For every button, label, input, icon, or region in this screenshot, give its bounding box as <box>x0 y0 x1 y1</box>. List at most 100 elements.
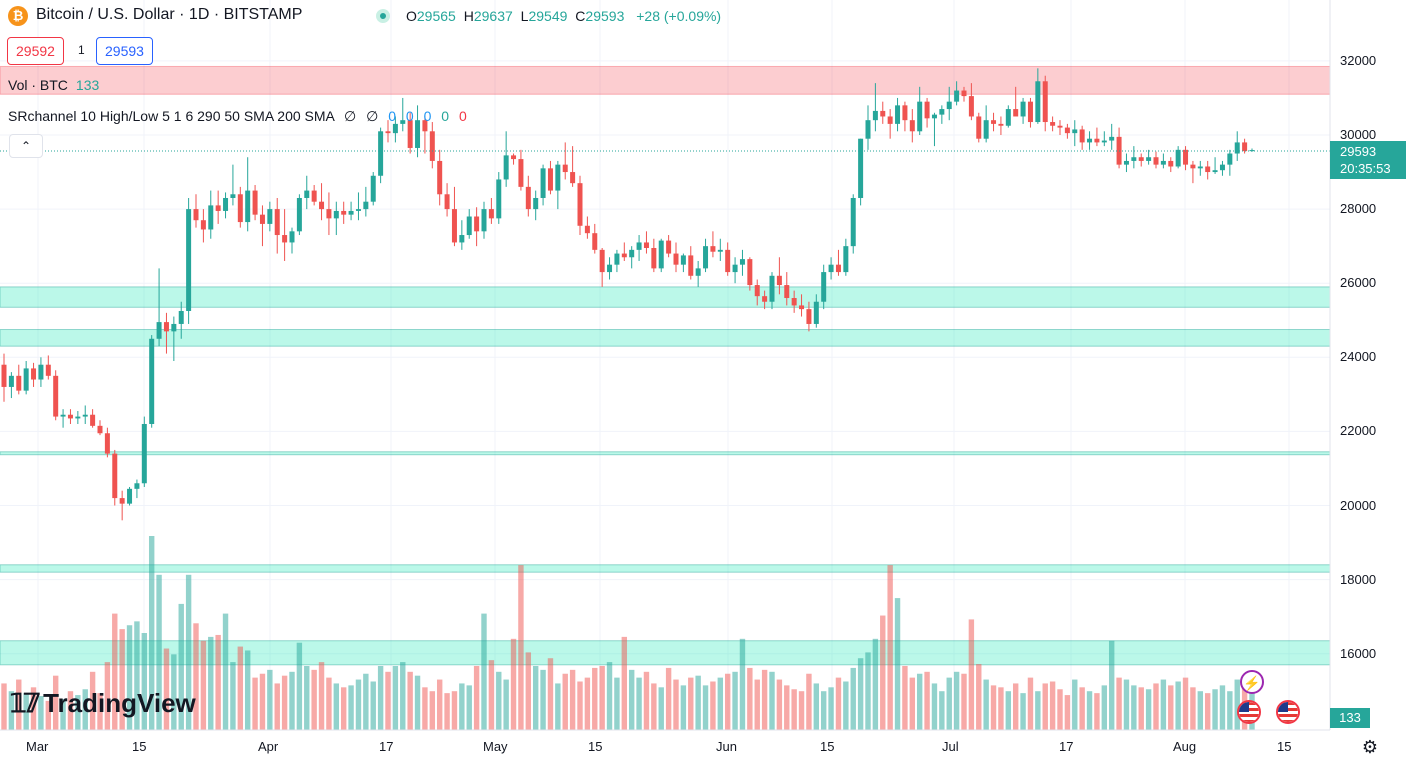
buy-price-button[interactable]: 29593 <box>96 37 153 65</box>
lightning-icon[interactable]: ⚡ <box>1240 670 1264 694</box>
symbol-title[interactable]: Bitcoin / U.S. Dollar · 1D · BITSTAMP <box>36 6 303 23</box>
volume-bar <box>429 691 436 730</box>
volume-bar <box>230 662 236 730</box>
volume-bar <box>208 636 214 730</box>
volume-bar <box>1234 679 1240 730</box>
candle-body <box>607 264 613 273</box>
time-axis-label: 17 <box>1059 739 1074 754</box>
candle-body <box>215 205 221 211</box>
candle-body <box>1072 129 1078 134</box>
candle-body <box>636 242 642 250</box>
volume-bar <box>104 662 111 730</box>
candle-body <box>688 255 694 276</box>
volume-bar <box>141 633 148 730</box>
candle-body <box>813 301 819 324</box>
volume-bar <box>422 687 428 730</box>
candle-body <box>1005 109 1011 126</box>
candle-body <box>1087 138 1093 143</box>
high-value: 29637 <box>473 8 513 24</box>
candle-body <box>983 120 989 139</box>
volume-bar <box>1101 685 1108 730</box>
volume-bar <box>820 691 827 730</box>
candle-body <box>1035 81 1041 123</box>
volume-bar <box>1057 689 1063 730</box>
volume-bar <box>717 677 724 730</box>
candle-body <box>902 105 908 121</box>
price-axis-label: 26000 <box>1340 275 1377 291</box>
candle-body <box>1242 142 1248 152</box>
candle-body <box>518 159 524 187</box>
chart-grid <box>0 0 1330 730</box>
candle-body <box>954 90 960 102</box>
candle-body <box>171 323 177 332</box>
volume-bar <box>1116 677 1122 730</box>
volume-bar <box>1049 681 1056 730</box>
volume-bar <box>1190 687 1196 730</box>
candle-body <box>658 240 664 269</box>
volume-bar <box>1145 689 1152 730</box>
candle-body <box>112 453 118 499</box>
candle-body <box>1153 157 1159 165</box>
volume-bar <box>673 679 679 730</box>
market-status-icon[interactable] <box>376 9 390 23</box>
candle-body <box>584 225 590 234</box>
volume-bar <box>274 683 280 730</box>
srchannel-value: 0 <box>458 108 467 124</box>
collapse-legend-button[interactable]: ⌃ <box>9 134 43 158</box>
volume-bar <box>614 677 620 730</box>
time-axis-label: 15 <box>588 739 603 754</box>
volume-bar <box>237 646 244 730</box>
volume-bar <box>1182 677 1189 730</box>
candle-body <box>134 483 140 489</box>
volume-bar <box>865 652 871 730</box>
candle-body <box>274 209 280 236</box>
candle-body <box>1013 109 1019 117</box>
volume-bar <box>636 677 642 730</box>
candle-body <box>776 275 782 286</box>
volume-bar <box>377 665 384 730</box>
candle-body <box>163 322 169 332</box>
candle-body <box>141 423 147 484</box>
volume-bar <box>887 565 893 730</box>
candle-body <box>385 131 391 134</box>
volume-bar <box>171 654 177 730</box>
sell-price-button[interactable]: 29592 <box>7 37 64 65</box>
candle-body <box>1168 160 1174 167</box>
candle-body <box>156 322 162 339</box>
tradingview-logo[interactable]: 𝟙𝟟 TradingView <box>10 688 196 719</box>
volume-legend[interactable]: Vol · BTC 133 <box>8 77 99 93</box>
price-axis-label: 24000 <box>1340 349 1377 365</box>
volume-bar <box>961 673 967 730</box>
candle-body <box>784 285 790 299</box>
volume-bar <box>23 693 29 730</box>
volume-bar <box>281 675 288 730</box>
support-zone <box>0 640 1331 666</box>
candle-body <box>429 131 435 161</box>
gear-icon[interactable]: ⚙ <box>1361 737 1379 757</box>
sr-channel-zones <box>0 65 1331 666</box>
candle-body <box>82 414 88 417</box>
candle-body <box>31 368 37 380</box>
volume-bar <box>1079 687 1085 730</box>
candle-body <box>1146 157 1152 161</box>
volume-bar <box>296 642 303 730</box>
candle-body <box>319 201 325 210</box>
candle-body <box>725 249 731 273</box>
us-flag-icon[interactable] <box>1276 700 1300 724</box>
candle-body <box>872 110 878 121</box>
volume-bar <box>739 638 746 730</box>
srchannel-legend[interactable]: SRchannel 10 High/Low 5 1 6 290 50 SMA 2… <box>8 108 467 125</box>
candle-body <box>998 123 1004 126</box>
candle-body <box>1020 101 1026 117</box>
us-flag-icon[interactable] <box>1237 700 1261 724</box>
volume-value-tag: 133 <box>1330 708 1370 728</box>
volume-bar <box>732 671 738 730</box>
volume-bar <box>1160 679 1167 730</box>
candle-body <box>1131 157 1137 161</box>
volume-bar <box>178 603 184 730</box>
candle-body <box>1050 122 1056 126</box>
candle-body <box>45 364 51 376</box>
candle-body <box>60 414 66 417</box>
volume-bar <box>148 536 155 730</box>
